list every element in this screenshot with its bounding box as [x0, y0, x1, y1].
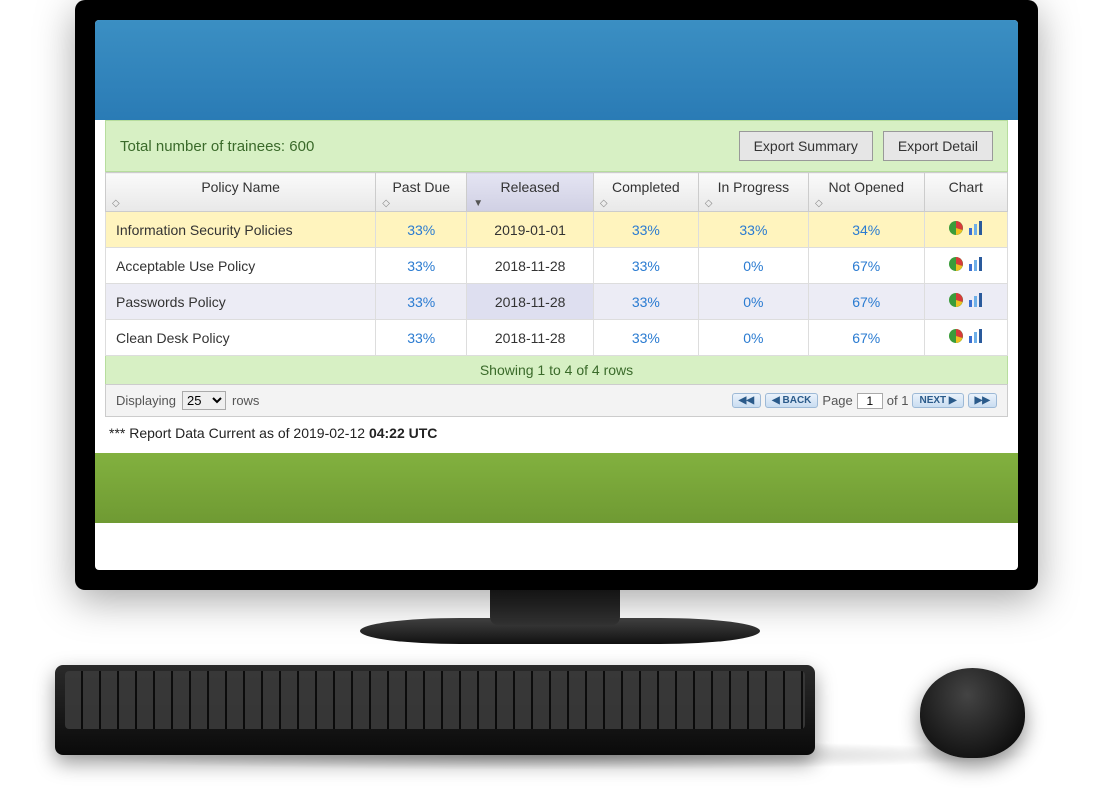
not-opened-cell: 34% — [808, 212, 924, 248]
pie-chart-icon[interactable] — [948, 292, 964, 311]
column-policy-name[interactable]: Policy Name◇ — [106, 173, 376, 212]
keyboard-hardware — [55, 665, 815, 755]
not-opened-cell: 67% — [808, 248, 924, 284]
past-due-cell: 33% — [376, 248, 467, 284]
bar-chart-icon[interactable] — [968, 328, 984, 347]
column-completed[interactable]: Completed◇ — [593, 173, 698, 212]
policies-table: Policy Name◇Past Due◇Released▼Completed◇… — [105, 172, 1008, 356]
header-banner — [95, 20, 1018, 120]
in-progress-cell: 0% — [698, 248, 808, 284]
chart-cell — [924, 320, 1007, 356]
table-row: Information Security Policies33%2019-01-… — [106, 212, 1008, 248]
chart-cell — [924, 212, 1007, 248]
last-page-button[interactable]: ▶▶ — [968, 393, 997, 408]
released-cell: 2018-11-28 — [467, 248, 594, 284]
rows-label: rows — [232, 393, 259, 408]
past-due-cell: 33% — [376, 320, 467, 356]
column-released[interactable]: Released▼ — [467, 173, 594, 212]
column-not-opened[interactable]: Not Opened◇ — [808, 173, 924, 212]
bar-chart-icon[interactable] — [968, 256, 984, 275]
export-detail-button[interactable]: Export Detail — [883, 131, 993, 161]
past-due-cell: 33% — [376, 212, 467, 248]
policy-name-cell: Clean Desk Policy — [106, 320, 376, 356]
in-progress-cell: 33% — [698, 212, 808, 248]
screen: Total number of trainees: 600 Export Sum… — [95, 20, 1018, 570]
chart-cell — [924, 284, 1007, 320]
table-row: Passwords Policy33%2018-11-2833%0%67% — [106, 284, 1008, 320]
completed-cell: 33% — [593, 320, 698, 356]
completed-cell: 33% — [593, 248, 698, 284]
bar-chart-icon[interactable] — [968, 220, 984, 239]
policy-name-cell: Passwords Policy — [106, 284, 376, 320]
displaying-label: Displaying — [116, 393, 176, 408]
next-button[interactable]: NEXT ▶ — [912, 393, 963, 408]
monitor-frame: Total number of trainees: 600 Export Sum… — [75, 0, 1038, 590]
in-progress-cell: 0% — [698, 284, 808, 320]
column-past-due[interactable]: Past Due◇ — [376, 173, 467, 212]
table-row: Acceptable Use Policy33%2018-11-2833%0%6… — [106, 248, 1008, 284]
released-cell: 2018-11-28 — [467, 320, 594, 356]
completed-cell: 33% — [593, 212, 698, 248]
footer-banner — [95, 453, 1018, 523]
page-label: Page — [822, 393, 852, 408]
showing-rows-label: Showing 1 to 4 of 4 rows — [105, 356, 1008, 384]
summary-bar: Total number of trainees: 600 Export Sum… — [105, 120, 1008, 172]
mouse-hardware — [920, 668, 1025, 758]
column-in-progress[interactable]: In Progress◇ — [698, 173, 808, 212]
released-cell: 2018-11-28 — [467, 284, 594, 320]
trainees-count-label: Total number of trainees: 600 — [120, 138, 314, 155]
first-page-button[interactable]: ◀◀ — [732, 393, 761, 408]
export-summary-button[interactable]: Export Summary — [739, 131, 873, 161]
completed-cell: 33% — [593, 284, 698, 320]
in-progress-cell: 0% — [698, 320, 808, 356]
column-chart[interactable]: Chart — [924, 173, 1007, 212]
pie-chart-icon[interactable] — [948, 220, 964, 239]
policy-name-cell: Acceptable Use Policy — [106, 248, 376, 284]
pie-chart-icon[interactable] — [948, 256, 964, 275]
pager-bar: Displaying 2550100 rows ◀◀ ◀ BACK Page o… — [105, 384, 1008, 417]
back-button[interactable]: ◀ BACK — [765, 393, 818, 408]
page-of-label: of 1 — [887, 393, 909, 408]
not-opened-cell: 67% — [808, 320, 924, 356]
table-row: Clean Desk Policy33%2018-11-2833%0%67% — [106, 320, 1008, 356]
past-due-cell: 33% — [376, 284, 467, 320]
not-opened-cell: 67% — [808, 284, 924, 320]
policy-name-cell: Information Security Policies — [106, 212, 376, 248]
chart-cell — [924, 248, 1007, 284]
bar-chart-icon[interactable] — [968, 292, 984, 311]
report-timestamp: *** Report Data Current as of 2019-02-12… — [105, 417, 1008, 449]
main-content: Total number of trainees: 600 Export Sum… — [95, 120, 1018, 449]
page-current-input[interactable] — [857, 393, 883, 409]
page-size-select[interactable]: 2550100 — [182, 391, 226, 410]
released-cell: 2019-01-01 — [467, 212, 594, 248]
pie-chart-icon[interactable] — [948, 328, 964, 347]
